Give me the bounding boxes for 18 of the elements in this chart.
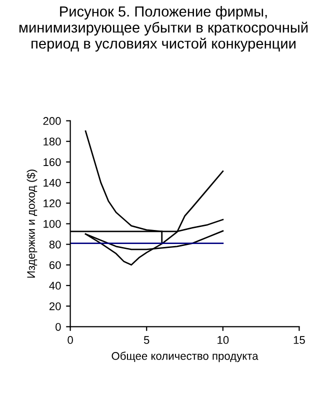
y-tick-label: 140 (44, 178, 61, 187)
x-tick-label: 15 (294, 336, 305, 344)
x-axis-title: Общее количество продукта (112, 352, 258, 362)
y-tick-label: 80 (49, 240, 61, 248)
chart-title: Рисунок 5. Положение фирмы, минимизирующее убытки в краткосрочный период в условиях чистой конкуренции (19, 6, 308, 52)
y-axis-title: Издержки и доход ($) (26, 170, 38, 278)
y-tick-label: 40 (49, 282, 61, 290)
y-tick-label: 100 (44, 220, 61, 228)
y-tick-label: 160 (44, 158, 61, 166)
y-tick-label: 120 (44, 199, 61, 208)
x-tick-label: 5 (144, 336, 150, 344)
x-tick-label: 0 (68, 336, 73, 344)
y-tick-label: 180 (44, 138, 61, 146)
y-tick-label: 20 (49, 302, 61, 310)
y-tick-label: 60 (49, 261, 61, 270)
y-tick-label: 0 (56, 322, 61, 331)
y-tick-label: 200 (43, 117, 61, 125)
x-tick-label: 10 (218, 336, 229, 344)
